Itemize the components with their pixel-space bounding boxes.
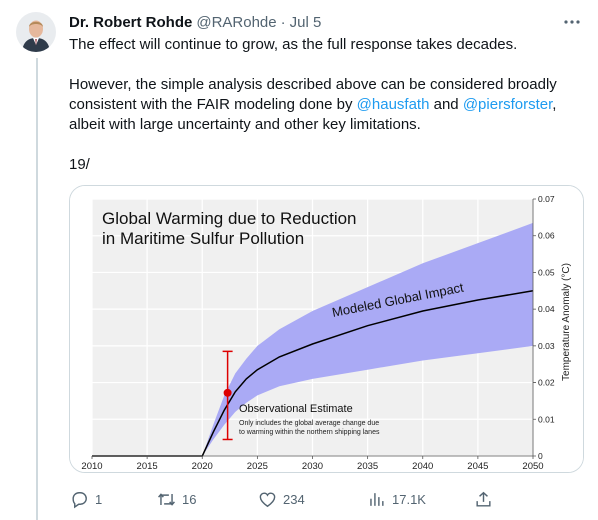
reply-icon xyxy=(72,491,87,508)
estimate-note-line: to warming within the northern shipping … xyxy=(239,429,380,436)
estimate-label: Observational Estimate xyxy=(239,403,353,415)
share-button[interactable] xyxy=(474,485,493,513)
tweet-text-line1: The effect will continue to grow, as the… xyxy=(69,36,518,53)
author-handle[interactable]: @RARohde xyxy=(196,13,277,31)
chart-title-line: Global Warming due to Reduction xyxy=(102,209,357,228)
y-tick-label: 0.03 xyxy=(538,341,555,351)
thread-counter: 19/ xyxy=(69,156,90,173)
x-tick-label: 2010 xyxy=(81,461,102,472)
retweet-count: 16 xyxy=(182,491,197,507)
like-button[interactable]: 234 xyxy=(258,485,305,513)
tweet-text: The effect will continue to grow, as the… xyxy=(69,35,584,175)
tweet-header: Dr. Robert Rohde @RARohde · Jul 5 xyxy=(69,12,584,32)
retweet-button[interactable]: 16 xyxy=(157,485,196,513)
views-bar-chart-icon xyxy=(370,492,384,506)
mention-link-hausfath[interactable]: @hausfath xyxy=(356,96,430,113)
avatar-portrait-icon xyxy=(16,12,56,52)
y-tick-label: 0.01 xyxy=(538,414,555,424)
thread-line xyxy=(36,58,38,520)
y-axis-label: Temperature Anomaly (°C) xyxy=(561,263,572,381)
retweet-icon xyxy=(158,492,175,506)
views-button[interactable]: 17.1K xyxy=(367,485,426,513)
x-tick-label: 2040 xyxy=(412,461,433,472)
more-options-button[interactable] xyxy=(562,12,582,32)
uncertainty-band xyxy=(202,222,534,456)
tweet-timestamp[interactable]: Jul 5 xyxy=(289,13,322,31)
tweet-actions: 1 16 234 17.1K xyxy=(62,485,502,513)
tweet-text-paragraph2: However, the simple analysis described a… xyxy=(69,75,584,135)
y-tick-label: 0.07 xyxy=(538,194,555,204)
share-upload-icon xyxy=(476,491,491,507)
tweet-media-chart[interactable]: 2010 2015 2020 2025 2030 2035 2040 2045 2050 0 0.0… xyxy=(69,185,584,473)
y-tick-label: 0 xyxy=(538,451,543,461)
observational-estimate-point xyxy=(223,388,232,397)
avatar[interactable] xyxy=(16,12,56,52)
reply-button[interactable]: 1 xyxy=(70,485,102,513)
y-tick-label: 0.04 xyxy=(538,304,555,314)
y-tick-label: 0.02 xyxy=(538,378,555,388)
estimate-note-line: Only includes the global average change … xyxy=(239,420,379,427)
y-tick-label: 0.06 xyxy=(538,231,555,241)
tweet-text-part: and xyxy=(429,96,463,113)
mention-link-piersforster[interactable]: @piersforster xyxy=(462,96,553,113)
tweet-text-part: However, the simple analysis described a… xyxy=(69,76,557,113)
x-tick-label: 2015 xyxy=(137,461,158,472)
x-tick-label: 2050 xyxy=(522,461,543,472)
x-tick-label: 2020 xyxy=(192,461,213,472)
more-horizontal-icon xyxy=(564,20,580,24)
reply-count: 1 xyxy=(95,491,103,507)
x-tick-label: 2025 xyxy=(247,461,268,472)
heart-icon xyxy=(259,491,276,507)
x-tick-label: 2035 xyxy=(357,461,378,472)
chart-title-line: in Maritime Sulfur Pollution xyxy=(102,229,304,248)
x-tick-label: 2030 xyxy=(302,461,323,472)
header-separator: · xyxy=(280,13,286,31)
tweet-text-part: , albeit with large uncertainty and othe… xyxy=(69,96,557,133)
views-count: 17.1K xyxy=(392,491,426,507)
author-name[interactable]: Dr. Robert Rohde xyxy=(69,13,193,31)
y-tick-label: 0.05 xyxy=(538,267,555,277)
x-tick-label: 2045 xyxy=(467,461,488,472)
like-count: 234 xyxy=(283,491,305,507)
tweet-body: Dr. Robert Rohde @RARohde · Jul 5 The ef… xyxy=(69,12,584,175)
series-line-modeled-global-impact xyxy=(92,290,534,457)
